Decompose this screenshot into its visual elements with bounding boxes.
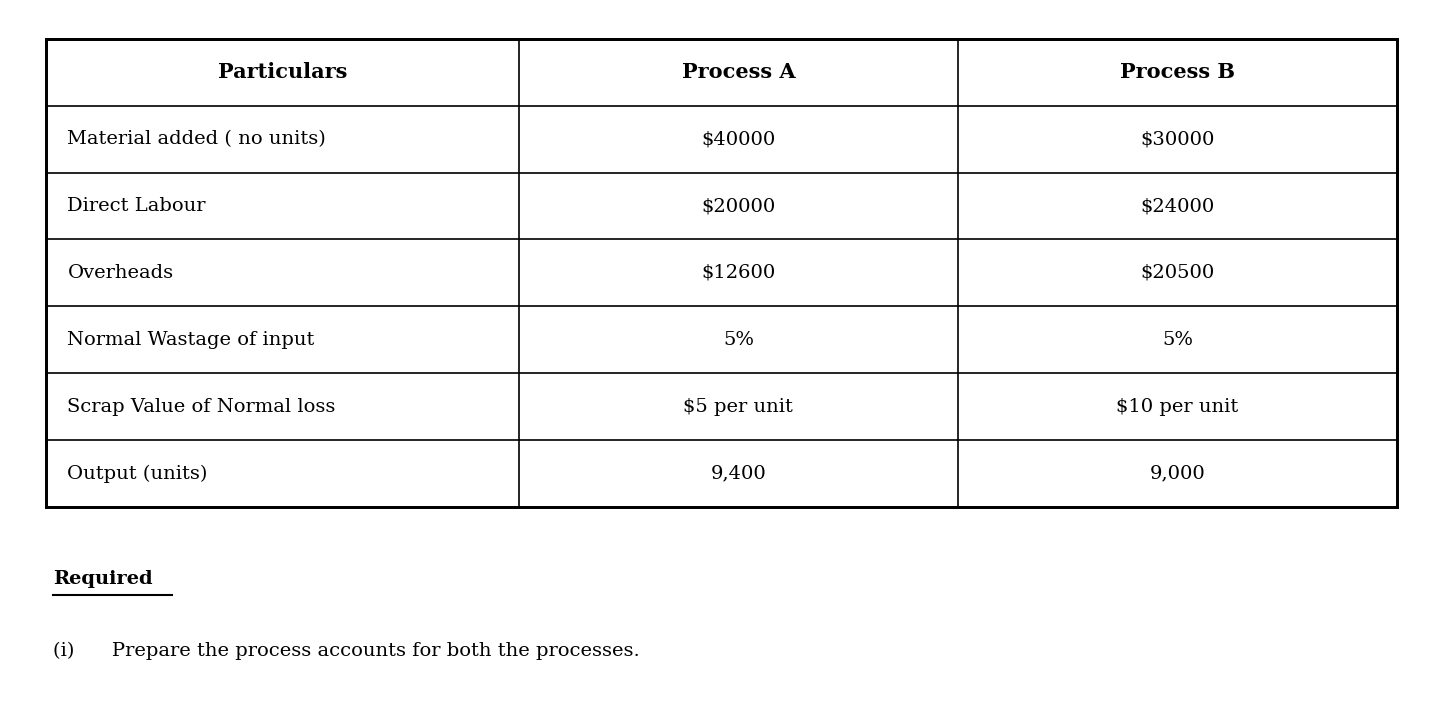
Text: 9,000: 9,000 <box>1150 465 1205 483</box>
Text: $20500: $20500 <box>1140 264 1215 282</box>
Text: Material added ( no units): Material added ( no units) <box>68 130 326 148</box>
Text: 5%: 5% <box>1162 331 1193 348</box>
Text: Output (units): Output (units) <box>68 465 208 483</box>
Bar <box>46 38 1397 507</box>
Text: Direct Labour: Direct Labour <box>68 197 206 215</box>
Text: Process A: Process A <box>681 62 795 82</box>
Text: (i)      Prepare the process accounts for both the processes.: (i) Prepare the process accounts for bot… <box>53 642 639 661</box>
Text: Normal Wastage of input: Normal Wastage of input <box>68 331 315 348</box>
Text: Particulars: Particulars <box>218 62 348 82</box>
Text: $10 per unit: $10 per unit <box>1117 398 1238 416</box>
Text: Process B: Process B <box>1120 62 1235 82</box>
Text: $20000: $20000 <box>701 197 775 215</box>
Text: 9,400: 9,400 <box>710 465 766 483</box>
Text: $40000: $40000 <box>701 130 775 148</box>
Text: $12600: $12600 <box>701 264 775 282</box>
Text: $24000: $24000 <box>1140 197 1215 215</box>
Text: Required: Required <box>53 570 153 588</box>
Text: Overheads: Overheads <box>68 264 173 282</box>
Text: Scrap Value of Normal loss: Scrap Value of Normal loss <box>68 398 336 416</box>
Text: $5 per unit: $5 per unit <box>684 398 794 416</box>
Text: $30000: $30000 <box>1140 130 1215 148</box>
Text: 5%: 5% <box>723 331 753 348</box>
